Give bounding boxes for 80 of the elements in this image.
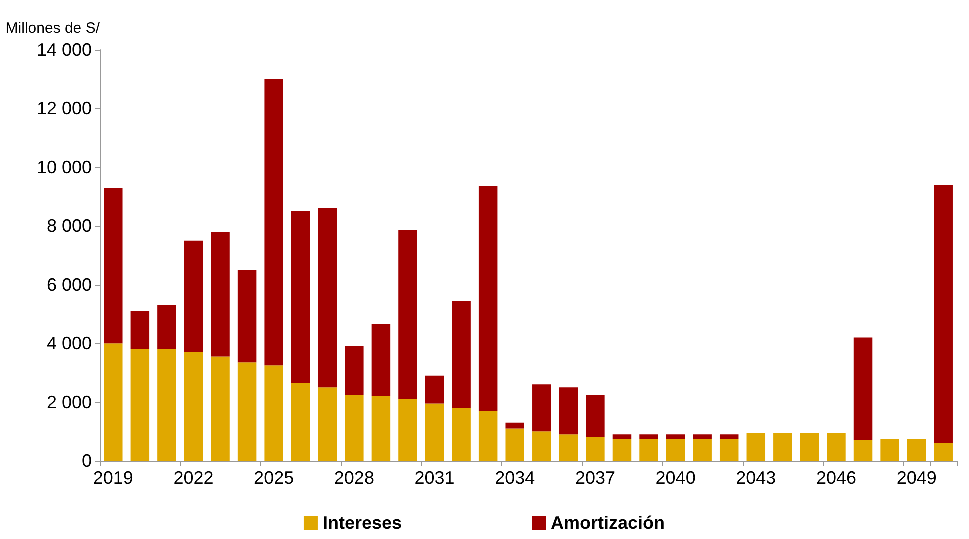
bar xyxy=(612,438,632,461)
legend-label: Intereses xyxy=(322,513,402,533)
bar xyxy=(934,185,953,444)
y-tick-label: 8 000 xyxy=(46,216,92,236)
legend-label: Amortización xyxy=(551,513,666,533)
y-tick-label: 12 000 xyxy=(36,98,92,119)
bar xyxy=(398,399,418,461)
y-tick-label: 4 000 xyxy=(46,334,92,354)
bar xyxy=(586,394,605,438)
bar xyxy=(640,434,658,439)
bar xyxy=(452,408,471,461)
bar xyxy=(746,433,766,461)
bar xyxy=(211,356,230,461)
y-tick-label: 0 xyxy=(82,451,92,471)
bar xyxy=(184,352,204,461)
bar xyxy=(345,394,364,461)
bar xyxy=(372,396,391,461)
bar xyxy=(345,346,364,395)
bar xyxy=(506,428,524,461)
bar xyxy=(532,432,552,461)
x-tick-label: 2040 xyxy=(656,468,696,488)
bar xyxy=(827,433,846,461)
bar xyxy=(854,338,873,440)
y-tick-label: 2 000 xyxy=(46,392,92,412)
x-tick-label: 2025 xyxy=(254,468,294,488)
x-tick-label: 2043 xyxy=(736,468,776,488)
x-tick-label: 2049 xyxy=(896,468,937,488)
bar xyxy=(720,434,739,439)
bar xyxy=(693,434,712,439)
bar xyxy=(666,434,686,439)
y-axis-title: Millones de S/ xyxy=(6,20,101,37)
bar xyxy=(158,305,176,350)
bar xyxy=(907,438,926,461)
x-tick-label: 2037 xyxy=(575,468,616,488)
bar xyxy=(478,186,498,412)
bar xyxy=(398,230,418,400)
bar xyxy=(880,438,900,461)
bar xyxy=(452,301,471,408)
bar xyxy=(774,433,792,461)
bar xyxy=(586,438,605,461)
bar xyxy=(158,349,176,461)
bar xyxy=(934,443,953,461)
bar xyxy=(211,232,230,357)
bar xyxy=(693,438,712,461)
bar xyxy=(104,344,123,461)
bar xyxy=(559,434,578,461)
x-tick-label: 2046 xyxy=(816,468,857,488)
bar xyxy=(720,438,739,461)
bar xyxy=(425,404,444,461)
bar xyxy=(612,434,632,439)
bar xyxy=(264,79,284,366)
x-tick-label: 2034 xyxy=(495,468,536,488)
bar xyxy=(559,388,578,435)
bar xyxy=(184,240,204,352)
y-tick-label: 14 000 xyxy=(36,40,92,60)
y-tick-label: 10 000 xyxy=(36,157,92,178)
bar xyxy=(264,366,284,461)
bar xyxy=(425,376,444,404)
bar xyxy=(800,433,820,461)
bar xyxy=(506,422,524,429)
bar xyxy=(854,440,873,461)
bar xyxy=(104,188,123,344)
x-tick-label: 2031 xyxy=(414,468,455,488)
bar xyxy=(640,438,658,461)
x-tick-label: 2028 xyxy=(334,468,374,488)
bar xyxy=(291,211,310,384)
bar xyxy=(372,324,391,396)
x-tick-label: 2019 xyxy=(93,468,134,488)
bar xyxy=(291,383,310,461)
bar xyxy=(238,270,257,363)
bar xyxy=(318,388,338,461)
x-tick-label: 2022 xyxy=(174,468,214,488)
bar xyxy=(666,438,686,461)
bar xyxy=(318,208,338,388)
bar xyxy=(478,411,498,461)
bar xyxy=(130,349,150,461)
bar xyxy=(238,362,257,461)
bar xyxy=(532,384,552,432)
y-tick-label: 6 000 xyxy=(46,274,92,295)
bar xyxy=(130,311,150,350)
